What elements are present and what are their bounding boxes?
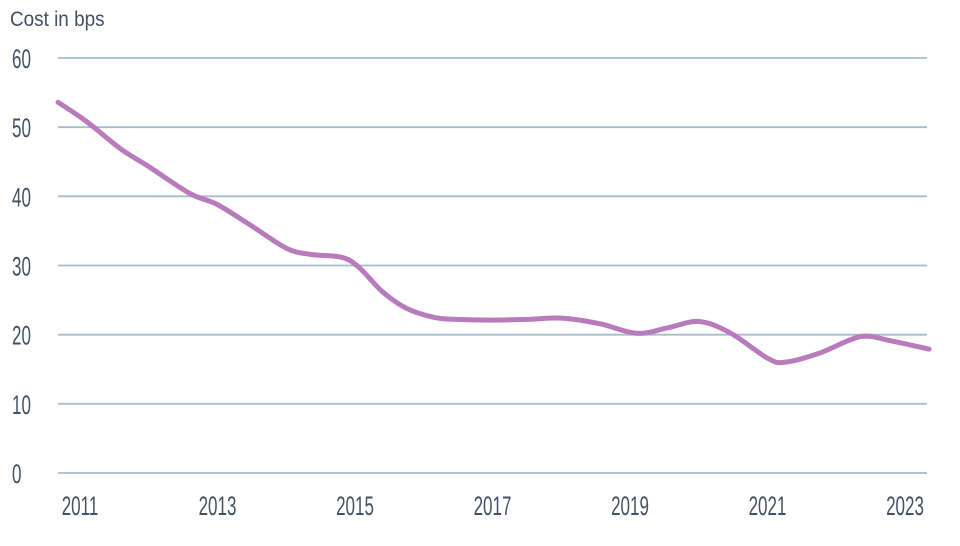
x-tick-label-2011: 2011 <box>62 491 99 521</box>
x-tick-label-2019: 2019 <box>611 491 649 521</box>
y-tick-label-20: 20 <box>12 321 31 351</box>
x-axis-tick-labels: 2011 2013 2015 2017 2019 2021 2023 <box>62 491 924 521</box>
x-tick-label-2015: 2015 <box>336 491 374 521</box>
cost-series-line <box>55 99 932 366</box>
x-tick-label-2017: 2017 <box>474 491 512 521</box>
gridlines <box>58 57 927 474</box>
y-tick-label-0: 0 <box>12 459 21 489</box>
x-tick-label-2013: 2013 <box>199 491 237 521</box>
y-tick-label-10: 10 <box>12 390 31 420</box>
y-axis-tick-labels: 0 10 20 30 40 50 60 <box>12 44 31 489</box>
y-tick-label-40: 40 <box>12 182 31 212</box>
y-tick-label-50: 50 <box>12 113 31 143</box>
chart-title: Cost in bps <box>10 8 105 31</box>
y-tick-label-30: 30 <box>12 252 31 282</box>
x-tick-label-2021: 2021 <box>749 491 787 521</box>
y-tick-label-60: 60 <box>12 44 31 74</box>
x-tick-label-2023: 2023 <box>886 491 924 521</box>
